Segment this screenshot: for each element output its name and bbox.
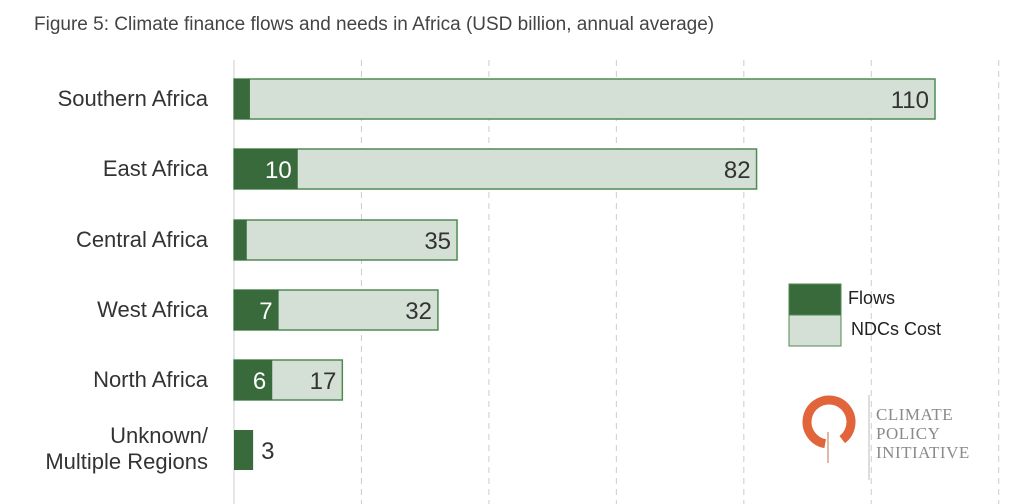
legend-ndcs-swatch: [788, 314, 842, 347]
flows-bar: [234, 79, 250, 119]
logo-line-1: CLIMATE: [876, 405, 954, 424]
category-label: East Africa: [102, 156, 208, 181]
legend-flows-label: Flows: [848, 288, 896, 308]
ndcs-cost-label: 35: [424, 228, 451, 255]
category-label: Southern Africa: [57, 86, 208, 111]
ndcs-cost-bar: [233, 148, 758, 190]
ndcs-cost-label: 110: [891, 87, 929, 114]
logo-line-2: POLICY: [876, 424, 941, 443]
ndcs-cost-label: 17: [310, 368, 337, 395]
ndcs-cost-label: 82: [724, 157, 751, 184]
flows-bar: [234, 360, 273, 400]
logo-line-3: INITIATIVE: [876, 443, 970, 462]
flows-bar: [234, 290, 279, 330]
category-label: Unknown/Multiple Regions: [45, 423, 208, 474]
ndcs-cost-label: 32: [405, 298, 432, 325]
category-label: Central Africa: [75, 227, 208, 252]
flows-label: 6: [253, 368, 266, 395]
flows-label: 10: [265, 157, 292, 184]
legend-flows-swatch: [788, 283, 842, 316]
flows-bar: [234, 220, 247, 260]
cpi-logo-text: CLIMATE POLICY INITIATIVE: [876, 405, 970, 462]
category-label: North Africa: [93, 367, 208, 392]
legend-ndcs-label: NDCs Cost: [851, 319, 942, 339]
ndcs-cost-bar: [233, 78, 936, 120]
flows-bar: [234, 430, 254, 470]
chart-title: Figure 5: Climate finance flows and need…: [34, 14, 715, 35]
flows-label: 7: [259, 298, 272, 325]
flows-label: 3: [261, 438, 274, 465]
category-label: West Africa: [97, 297, 208, 322]
flows-bar: [234, 149, 298, 189]
